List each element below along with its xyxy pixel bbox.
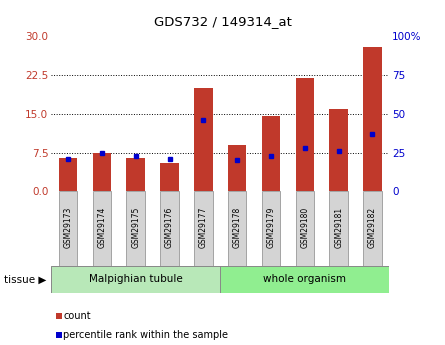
Bar: [295, 191, 314, 266]
Bar: [59, 158, 77, 191]
Bar: [262, 191, 280, 266]
Text: GSM29181: GSM29181: [334, 207, 343, 248]
Bar: [59, 191, 77, 266]
Text: GSM29175: GSM29175: [131, 206, 140, 248]
Bar: [126, 191, 145, 266]
Text: percentile rank within the sample: percentile rank within the sample: [64, 330, 228, 339]
Bar: [126, 158, 145, 191]
Bar: [228, 145, 247, 191]
Bar: [51, 266, 220, 293]
Text: GSM29178: GSM29178: [233, 206, 242, 248]
Bar: [93, 152, 111, 191]
Bar: [160, 191, 179, 266]
Bar: [160, 163, 179, 191]
Bar: [220, 266, 389, 293]
Bar: [363, 191, 382, 266]
Bar: [329, 109, 348, 191]
Text: GDS732 / 149314_at: GDS732 / 149314_at: [154, 16, 291, 29]
Bar: [295, 78, 314, 191]
Text: GSM29182: GSM29182: [368, 207, 377, 248]
Text: whole organism: whole organism: [263, 275, 346, 284]
Bar: [228, 191, 247, 266]
Bar: [194, 191, 213, 266]
Bar: [262, 117, 280, 191]
Bar: [194, 88, 213, 191]
Text: tissue ▶: tissue ▶: [4, 275, 47, 284]
Text: GSM29179: GSM29179: [267, 206, 275, 248]
Bar: [329, 191, 348, 266]
Bar: [363, 47, 382, 191]
Text: count: count: [64, 311, 91, 321]
Text: GSM29173: GSM29173: [64, 206, 73, 248]
Text: GSM29177: GSM29177: [199, 206, 208, 248]
Text: GSM29180: GSM29180: [300, 206, 309, 248]
Bar: [93, 191, 111, 266]
Text: Malpighian tubule: Malpighian tubule: [89, 275, 182, 284]
Text: GSM29174: GSM29174: [97, 206, 106, 248]
Text: GSM29176: GSM29176: [165, 206, 174, 248]
